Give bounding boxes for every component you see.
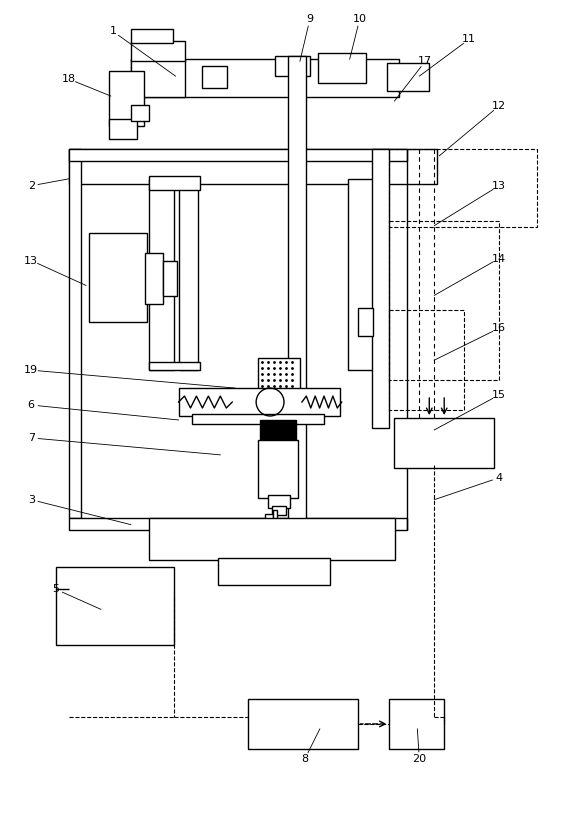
- Bar: [318, 54, 366, 83]
- Bar: [145, 252, 162, 304]
- Bar: [275, 56, 310, 76]
- Bar: [348, 179, 373, 370]
- Bar: [258, 358, 300, 393]
- Text: 2: 2: [28, 180, 35, 191]
- Bar: [288, 56, 306, 525]
- Bar: [178, 179, 198, 370]
- Bar: [149, 176, 201, 190]
- Text: 9: 9: [306, 14, 314, 25]
- Bar: [390, 699, 444, 749]
- Bar: [109, 71, 144, 126]
- Bar: [149, 517, 395, 559]
- Text: 4: 4: [495, 473, 503, 483]
- Bar: [390, 149, 537, 227]
- Text: 20: 20: [412, 754, 427, 764]
- Bar: [69, 149, 407, 161]
- Bar: [394, 418, 494, 468]
- Bar: [390, 311, 464, 410]
- Bar: [89, 232, 147, 322]
- Bar: [69, 149, 81, 517]
- Bar: [260, 420, 296, 440]
- Text: 16: 16: [492, 323, 506, 333]
- Text: 6: 6: [28, 400, 35, 410]
- Bar: [178, 388, 340, 416]
- Bar: [272, 506, 286, 515]
- Text: 19: 19: [24, 365, 38, 375]
- Bar: [149, 363, 201, 370]
- Text: 8: 8: [302, 754, 308, 764]
- Bar: [268, 494, 290, 508]
- Text: 10: 10: [353, 14, 366, 25]
- Bar: [218, 558, 330, 585]
- Text: 3: 3: [28, 494, 35, 505]
- Text: 11: 11: [462, 35, 476, 44]
- Bar: [69, 149, 437, 184]
- Text: 13: 13: [24, 255, 38, 265]
- Text: 7: 7: [28, 433, 35, 443]
- Bar: [193, 414, 324, 424]
- Text: 13: 13: [492, 180, 506, 191]
- Bar: [273, 510, 277, 522]
- Bar: [131, 30, 173, 43]
- Bar: [258, 440, 298, 498]
- Text: 14: 14: [492, 254, 506, 264]
- Bar: [265, 513, 273, 523]
- Bar: [371, 149, 390, 428]
- Text: 15: 15: [492, 390, 506, 400]
- Text: 12: 12: [492, 101, 506, 111]
- Bar: [149, 179, 174, 370]
- Bar: [390, 221, 499, 380]
- Text: 5: 5: [53, 584, 60, 594]
- Bar: [248, 699, 358, 749]
- Text: 1: 1: [110, 26, 116, 36]
- Bar: [131, 59, 186, 97]
- Bar: [358, 308, 373, 336]
- Bar: [202, 66, 227, 88]
- Bar: [387, 63, 429, 91]
- Text: 18: 18: [62, 74, 76, 84]
- Bar: [69, 517, 407, 530]
- Bar: [131, 41, 186, 61]
- Text: 17: 17: [418, 56, 432, 66]
- Bar: [56, 568, 174, 645]
- Bar: [131, 105, 149, 121]
- Bar: [109, 119, 137, 139]
- Bar: [162, 260, 177, 297]
- Bar: [131, 59, 399, 97]
